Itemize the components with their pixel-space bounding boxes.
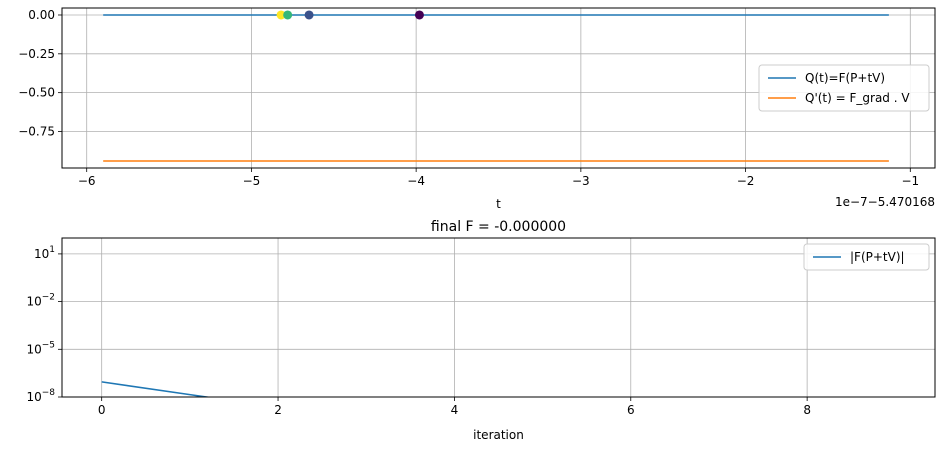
bottom-ticks: 0 2 4 6 8 101 10−2 10−5 10−8 — [26, 245, 811, 417]
bottom-x-tick-label: 4 — [451, 403, 459, 417]
bottom-series — [101, 381, 213, 397]
bottom-series-line — [101, 381, 213, 397]
top-scatter-point — [414, 10, 424, 20]
bottom-x-axis-label: iteration — [473, 428, 524, 442]
top-scatter — [276, 10, 424, 20]
bottom-y-tick-label: 10−8 — [26, 388, 55, 404]
bottom-y-tick-label: 10−5 — [26, 340, 55, 356]
top-x-offset-text: 1e−7−5.470168 — [835, 195, 935, 209]
top-x-tick-label: −6 — [78, 174, 96, 188]
bottom-grid — [62, 238, 935, 397]
top-x-tick-label: −2 — [737, 174, 755, 188]
top-x-tick-label: −4 — [407, 174, 425, 188]
top-x-tick-label: −3 — [572, 174, 590, 188]
bottom-legend-label: |F(P+tV)| — [850, 250, 905, 264]
bottom-y-tick-label: 10−2 — [26, 293, 55, 309]
bottom-axes-frame — [61, 237, 936, 398]
top-y-tick-label: −0.25 — [18, 47, 55, 61]
top-y-tick-label: −0.75 — [18, 124, 55, 138]
top-x-tick-label: −5 — [243, 174, 261, 188]
bottom-chart-title: final F = -0.000000 — [431, 219, 566, 235]
top-legend: Q(t)=F(P+tV) Q'(t) = F_grad . V — [758, 64, 930, 112]
top-scatter-point — [283, 10, 293, 20]
top-legend-box — [758, 64, 930, 112]
top-y-tick-label: 0.00 — [28, 8, 55, 22]
top-series — [103, 14, 889, 162]
bottom-y-tick-label: 101 — [34, 245, 55, 261]
top-legend-label: Q'(t) = F_grad . V — [805, 91, 910, 105]
top-axes-frame — [61, 7, 936, 169]
bottom-x-tick-label: 0 — [98, 403, 106, 417]
bottom-x-tick-label: 8 — [803, 403, 811, 417]
top-scatter-point — [276, 10, 286, 20]
bottom-x-tick-label: 6 — [627, 403, 635, 417]
bottom-x-tick-label: 2 — [274, 403, 282, 417]
bottom-legend-box — [803, 243, 930, 271]
bottom-subplot: final F = -0.000000 0 2 4 6 8 101 10−2 10−5 10−8… — [26, 219, 936, 442]
top-y-tick-label: −0.50 — [18, 86, 55, 100]
bottom-legend: |F(P+tV)| — [803, 243, 930, 271]
top-legend-label: Q(t)=F(P+tV) — [805, 71, 885, 85]
top-subplot: −6 −5 −4 −3 −2 −1 0.00 −0.25 −0.50 −0.75 t 1e−7−5… — [18, 7, 936, 211]
top-scatter-point — [304, 10, 314, 20]
top-ticks: −6 −5 −4 −3 −2 −1 0.00 −0.25 −0.50 −0.75 — [18, 8, 919, 188]
top-x-axis-label: t — [496, 197, 501, 211]
top-x-tick-label: −1 — [901, 174, 919, 188]
